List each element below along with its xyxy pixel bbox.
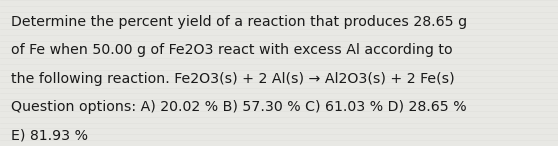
Text: Question options: A) 20.02 % B) 57.30 % C) 61.03 % D) 28.65 %: Question options: A) 20.02 % B) 57.30 % … bbox=[11, 100, 467, 114]
Text: E) 81.93 %: E) 81.93 % bbox=[11, 128, 88, 142]
Text: the following reaction. Fe2O3(s) + 2 Al(s) → Al2O3(s) + 2 Fe(s): the following reaction. Fe2O3(s) + 2 Al(… bbox=[11, 72, 455, 86]
Text: Determine the percent yield of a reaction that produces 28.65 g: Determine the percent yield of a reactio… bbox=[11, 15, 467, 29]
Text: of Fe when 50.00 g of Fe2O3 react with excess Al according to: of Fe when 50.00 g of Fe2O3 react with e… bbox=[11, 43, 453, 57]
